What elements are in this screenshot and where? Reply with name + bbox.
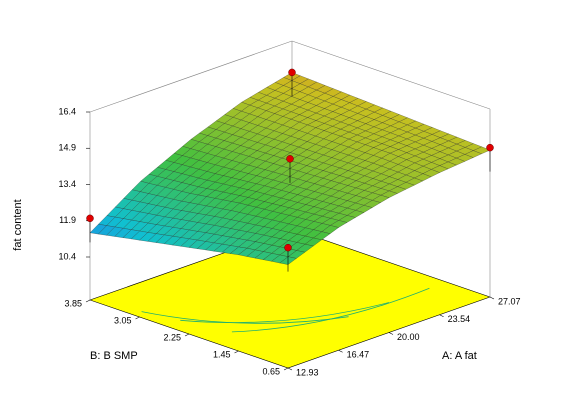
contour-line <box>231 287 430 333</box>
design-point <box>284 243 292 252</box>
y-axis-title: B: B SMP <box>90 350 138 362</box>
y-tick <box>85 299 91 303</box>
x-tick-label: 27.07 <box>498 296 521 306</box>
y-tick-label: 0.65 <box>262 366 280 376</box>
x-tick <box>338 349 343 353</box>
surface-cell <box>139 193 240 248</box>
surface-cell <box>140 139 241 194</box>
surface-cell <box>288 182 390 228</box>
surface-cell <box>290 91 392 137</box>
contour-line <box>141 311 349 324</box>
design-point <box>486 143 494 152</box>
box-edge <box>291 40 491 110</box>
box-edge <box>89 40 293 113</box>
x-axis-title: A: A fat <box>442 350 477 362</box>
surface-cell <box>239 168 340 216</box>
surface-cell <box>188 202 290 255</box>
contour-line <box>180 302 390 323</box>
x-tick <box>439 314 444 317</box>
z-tick-label: 10.4 <box>58 251 76 261</box>
x-tick-label: 12.93 <box>296 367 319 377</box>
x-tick-label: 20.00 <box>397 332 420 342</box>
z-tick-label: 14.9 <box>58 143 76 153</box>
y-tick <box>135 316 140 320</box>
x-tick <box>287 367 293 371</box>
surface-cell <box>238 215 339 265</box>
y-tick-label: 2.25 <box>163 332 181 342</box>
x-tick-label: 23.54 <box>448 314 471 324</box>
y-tick-label: 3.05 <box>114 315 132 325</box>
y-tick <box>234 350 239 354</box>
x-tick-label: 16.47 <box>347 350 370 360</box>
x-tick <box>388 332 394 335</box>
surface-cell <box>240 119 341 169</box>
surface-cell <box>339 153 440 198</box>
y-tick-label: 1.45 <box>213 349 231 359</box>
surface-cell <box>389 130 491 173</box>
y-tick-label: 3.85 <box>64 298 82 308</box>
z-tick-label: 13.4 <box>58 179 76 189</box>
y-tick <box>283 367 289 371</box>
surface-cell <box>190 102 292 155</box>
design-point <box>286 155 294 163</box>
surface-cell <box>289 136 391 184</box>
surface-cell <box>340 111 441 154</box>
design-point <box>288 68 296 77</box>
surface-cell <box>89 181 191 241</box>
z-tick-label: 16.4 <box>58 106 76 116</box>
design-point <box>86 214 94 223</box>
z-axis-title: fat content <box>12 199 24 250</box>
z-tick-label: 11.9 <box>59 215 76 225</box>
x-tick <box>489 296 495 300</box>
y-tick <box>184 333 190 337</box>
surface-cell <box>241 72 342 120</box>
